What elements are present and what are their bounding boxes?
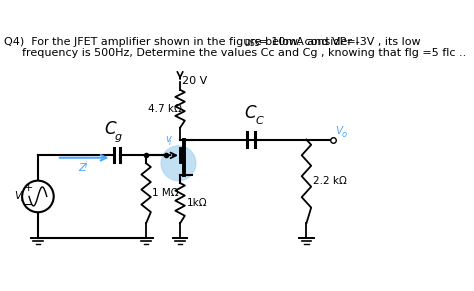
Text: DSS: DSS (244, 39, 259, 48)
Text: i: i (169, 138, 171, 147)
Text: −: − (23, 199, 34, 212)
Text: i: i (84, 161, 87, 170)
Text: 20 V: 20 V (182, 77, 208, 86)
Circle shape (22, 181, 54, 212)
Text: Z: Z (78, 163, 86, 173)
Text: 2.2 kΩ: 2.2 kΩ (313, 176, 346, 187)
Text: C: C (255, 116, 263, 126)
Text: C: C (244, 104, 255, 122)
Text: 1kΩ: 1kΩ (186, 198, 207, 208)
Text: frequency is 500Hz, Determine the values Cc and Cg , knowing that flg =5 flc ..: frequency is 500Hz, Determine the values… (22, 48, 466, 58)
Text: 4.7 kΩ: 4.7 kΩ (148, 104, 182, 114)
Text: i: i (20, 194, 23, 203)
Text: o: o (341, 130, 346, 139)
Text: g: g (115, 132, 122, 142)
Text: +: + (24, 183, 33, 193)
Text: Q4)  For the JFET amplifier shown in the figure below: consider I: Q4) For the JFET amplifier shown in the … (4, 37, 359, 47)
Text: 1 MΩ: 1 MΩ (153, 188, 179, 198)
Circle shape (161, 146, 196, 181)
Text: V: V (14, 191, 21, 201)
Text: = 10mA and VP=-3V , its low: = 10mA and VP=-3V , its low (255, 37, 421, 47)
Text: v: v (165, 134, 171, 144)
Text: C: C (104, 120, 116, 138)
Text: V: V (336, 126, 343, 136)
